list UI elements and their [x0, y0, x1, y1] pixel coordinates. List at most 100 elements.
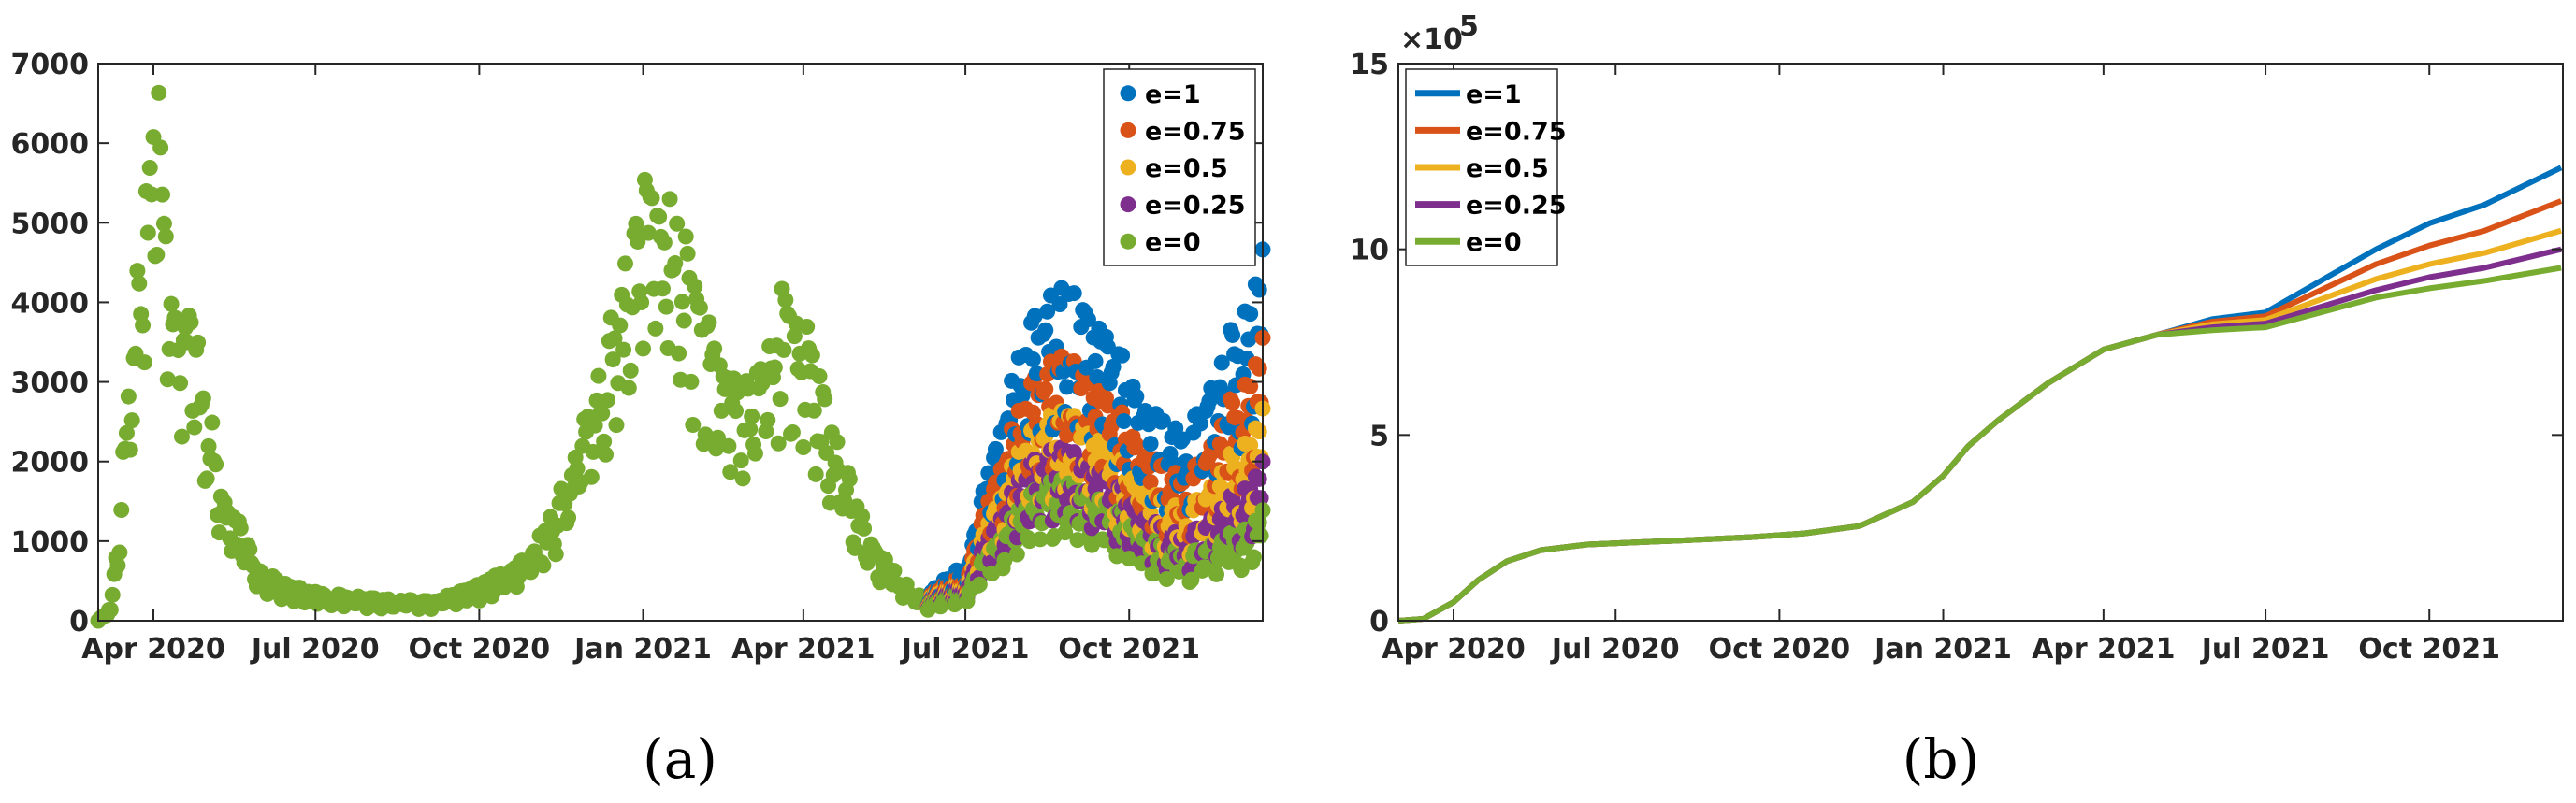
scatter-point [661, 191, 678, 208]
scatter-point [585, 443, 601, 460]
scatter-point [886, 563, 903, 580]
scatter-point [799, 319, 816, 336]
scatter-point [163, 295, 180, 312]
chart-b-caption: (b) [1903, 727, 1979, 791]
x-tick-label: Jul 2020 [1550, 633, 1680, 666]
legend-entry: e=0.5 [1145, 154, 1228, 183]
scatter-point [1208, 566, 1225, 582]
scatter-point [667, 255, 684, 272]
scatter-point [1114, 347, 1131, 364]
scatter-point [1059, 379, 1076, 395]
x-tick-label: Apr 2020 [81, 633, 224, 666]
y-tick-label: 3000 [11, 367, 90, 400]
scatter-point [640, 224, 657, 241]
scatter-point [1039, 303, 1056, 320]
scatter-point [590, 367, 607, 384]
scatter-point [560, 509, 577, 526]
chart-a-y-ticks: 0 1000 2000 3000 4000 5000 6000 7000 [11, 49, 1263, 638]
y-tick-label: 0 [1369, 606, 1389, 638]
scatter-point [784, 423, 801, 440]
scatter-point [1065, 285, 1082, 302]
x-tick-label: Oct 2020 [1709, 633, 1851, 666]
x-tick-label: Jul 2020 [250, 633, 380, 666]
scatter-point [766, 359, 783, 376]
series-line [1397, 165, 2563, 624]
scatter-point [111, 544, 128, 561]
scatter-point [1251, 470, 1267, 487]
chart-a-x-ticks: Apr 2020 Jul 2020 Oct 2020 Jan 2021 Apr 2021… [81, 64, 1200, 666]
scatter-point [683, 373, 700, 390]
scatter-point [971, 576, 988, 593]
scatter-point [136, 354, 152, 371]
y-tick-label: 0 [69, 606, 89, 638]
x-tick-label: Jul 2021 [2200, 633, 2330, 666]
scatter-point [996, 552, 1013, 568]
scatter-point [152, 139, 169, 156]
scatter-point [172, 375, 189, 392]
scatter-point [129, 263, 146, 280]
series-line [1397, 198, 2563, 624]
scatter-point [728, 403, 745, 420]
legend-marker [1120, 159, 1136, 176]
scatter-point [1242, 437, 1259, 453]
scatter-point [208, 456, 224, 473]
chart-a-marks [90, 84, 1271, 629]
scatter-point [1158, 571, 1175, 588]
scatter-point [803, 347, 820, 364]
scatter-point [805, 402, 822, 419]
scatter-point [628, 215, 644, 232]
legend-entry: e=0 [1145, 228, 1201, 257]
legend-entry: e=0.75 [1145, 117, 1246, 146]
y-exponent-power: 5 [1459, 10, 1479, 43]
scatter-point [118, 424, 135, 441]
scatter-point [151, 84, 167, 101]
scatter-point [1037, 322, 1054, 338]
scatter-point [620, 380, 637, 396]
scatter-point [1089, 368, 1106, 385]
scatter-point [122, 441, 138, 458]
scatter-point [1105, 358, 1122, 375]
scatter-point [841, 471, 858, 488]
scatter-point [190, 334, 207, 351]
scatter-point [691, 299, 708, 316]
scatter-point [159, 371, 176, 388]
scatter-point [1079, 311, 1096, 328]
scatter-point [701, 314, 717, 331]
scatter-point [654, 280, 671, 297]
scatter-point [856, 520, 873, 537]
scatter-point [182, 314, 199, 331]
y-tick-label: 10 [1350, 235, 1389, 267]
y-tick-label: 1000 [11, 526, 90, 559]
scatter-point [706, 340, 723, 357]
scatter-point [795, 438, 812, 455]
legend-marker [1120, 196, 1136, 213]
scatter-point [675, 312, 692, 329]
y-tick-label: 6000 [11, 128, 90, 161]
scatter-point [679, 245, 696, 262]
scatter-point [647, 320, 664, 337]
scatter-point [1242, 306, 1259, 323]
scatter-point [1142, 474, 1159, 491]
scatter-point [1154, 412, 1171, 429]
scatter-point [1051, 295, 1068, 312]
scatter-point [120, 388, 137, 405]
scatter-point [123, 412, 140, 429]
x-tick-label: Jan 2021 [1873, 633, 2012, 666]
scatter-point [760, 411, 776, 428]
scatter-point [1008, 546, 1025, 563]
scatter-point [547, 546, 564, 563]
scatter-point [612, 317, 629, 334]
scatter-point [1224, 326, 1241, 343]
scatter-point [195, 390, 211, 407]
y-tick-label: 5 [1369, 420, 1389, 452]
scatter-point [604, 351, 621, 368]
x-tick-label: Apr 2021 [731, 633, 875, 666]
scatter-point [139, 224, 156, 241]
scatter-point [744, 408, 760, 424]
scatter-point [102, 601, 119, 618]
legend-entry: e=0.5 [1466, 154, 1549, 183]
y-tick-label: 15 [1350, 49, 1389, 81]
series-line [1397, 265, 2562, 624]
scatter-point [1251, 281, 1267, 298]
scatter-point [1128, 437, 1145, 453]
